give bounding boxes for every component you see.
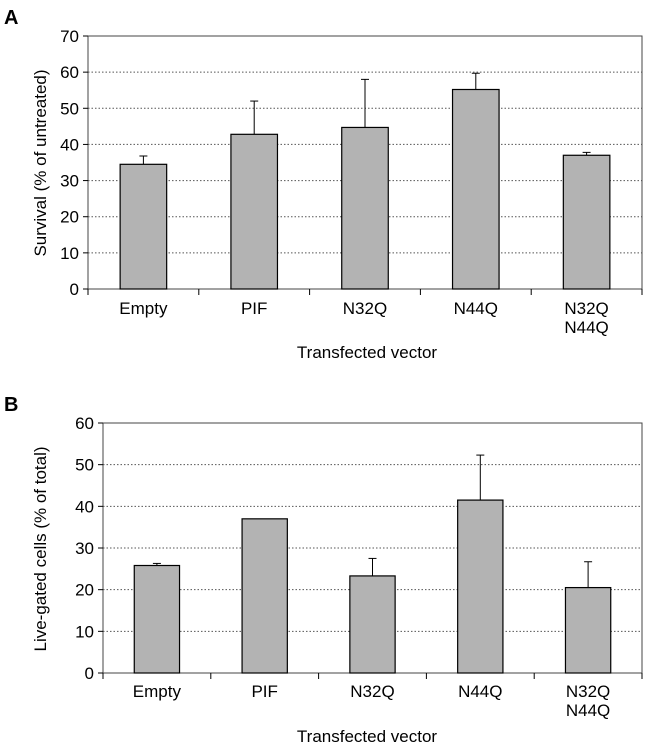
- panel-b-y-tick-label-4: 40: [75, 497, 94, 516]
- panel-b-x-category-label-line: N32Q: [350, 682, 394, 701]
- panel-a-y-tick-label-5: 50: [60, 99, 79, 118]
- panel-b-y-tick-label-2: 20: [75, 581, 94, 600]
- panel-a-y-axis-title: Survival (% of untreated): [31, 69, 50, 256]
- panel-b-y-tick-label-5: 50: [75, 456, 94, 475]
- panel-a-bar-4: [562, 154, 611, 290]
- panel-a-bar-0: [119, 163, 168, 290]
- panel-a-x-axis-title: Transfected vector: [297, 343, 437, 362]
- panel-a-x-category-label-line: Empty: [119, 299, 168, 318]
- panel-a-bar-3: [451, 88, 500, 290]
- panel-b-x-category-label-line: N32Q: [566, 682, 610, 701]
- panel-b-chart: B Live-gated cells (% of total) 0 10 20 30 4…: [4, 394, 643, 746]
- panel-a-x-category-label-line: N44Q: [454, 299, 498, 318]
- panel-b-x-category-label-0: Empty: [133, 682, 182, 701]
- panel-a-bar-2: [341, 126, 389, 290]
- panel-b-x-category-label-line: Empty: [133, 682, 182, 701]
- panel-b-y-tick-label-6: 60: [75, 414, 94, 433]
- panel-b-label: B: [4, 394, 18, 416]
- panel-a-y-tick-label-6: 60: [60, 63, 79, 82]
- panel-b-y-axis-title: Live-gated cells (% of total): [31, 446, 50, 651]
- panel-a-x-category-label-3: N44Q: [454, 299, 498, 318]
- panel-a-label: A: [4, 7, 18, 29]
- panel-a-bar-1: [230, 133, 279, 290]
- panel-a-y-tick-label-7: 70: [60, 27, 79, 46]
- panel-b-x-category-label-3: N44Q: [458, 682, 502, 701]
- panel-a-y-tick-label-0: 0: [70, 280, 79, 299]
- panel-b-y-tick-label-3: 30: [75, 539, 94, 558]
- panel-a-y-tick-label-3: 30: [60, 172, 79, 191]
- panel-b-bar-3: [457, 499, 504, 674]
- panel-b-x-category-label-4: N32Q N44Q: [566, 682, 610, 720]
- panel-b-x-category-label-line: PIF: [251, 682, 277, 701]
- panel-b-y-tick-label-1: 10: [75, 622, 94, 641]
- panel-b-bar-1: [241, 518, 288, 674]
- panel-b-bar-4: [564, 586, 612, 674]
- panel-a-y-tick-label-1: 10: [60, 244, 79, 263]
- panel-b-x-category-label-2: N32Q: [350, 682, 394, 701]
- panel-b-x-category-label-line: N44Q: [458, 682, 502, 701]
- panel-a-x-category-label-line: N32Q: [343, 299, 387, 318]
- panel-b-x-category-label-line: N44Q: [566, 701, 610, 720]
- panel-a-x-category-label-line: N44Q: [564, 318, 608, 337]
- panel-a-chart: A Survival (% of untreated) 0 10 20 30 40 50 6…: [4, 7, 643, 362]
- panel-a-y-tick-label-4: 40: [60, 135, 79, 154]
- panel-b-bar-0: [133, 564, 181, 674]
- panel-a-y-tick-label-2: 20: [60, 208, 79, 227]
- panel-b-y-tick-label-0: 0: [85, 664, 94, 683]
- panel-a-x-category-label-1: PIF: [241, 299, 267, 318]
- panel-a-x-category-label-0: Empty: [119, 299, 168, 318]
- panel-a-x-category-label-2: N32Q: [343, 299, 387, 318]
- panel-a-x-category-label-line: N32Q: [564, 299, 608, 318]
- panel-b-x-axis-title: Transfected vector: [297, 727, 437, 746]
- panel-a-x-category-label-4: N32Q N44Q: [564, 299, 608, 337]
- panel-b-bar-2: [349, 575, 396, 674]
- panel-b-x-category-label-1: PIF: [251, 682, 277, 701]
- panel-a-x-category-label-line: PIF: [241, 299, 267, 318]
